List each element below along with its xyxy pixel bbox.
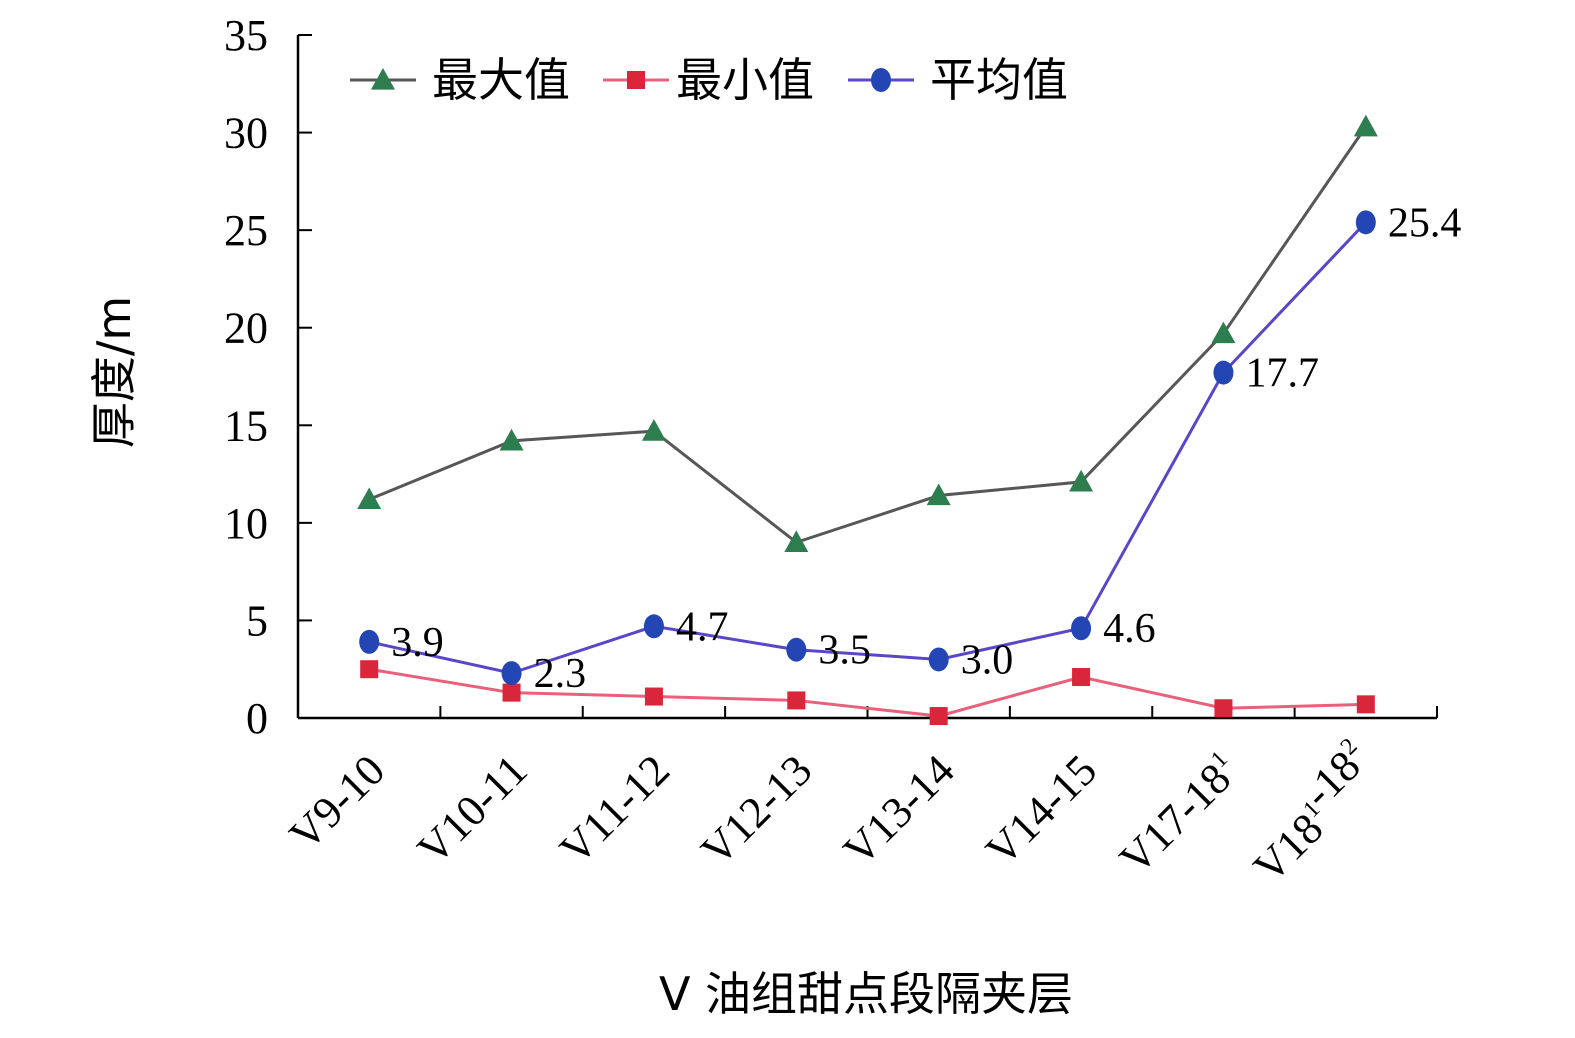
- data-point: [784, 530, 809, 552]
- x-axis-title: V 油组甜点段隔夹层: [659, 967, 1073, 1021]
- legend-swatch-marker: [627, 71, 645, 89]
- data-point: [786, 637, 807, 662]
- y-tick-label: 20: [224, 304, 268, 353]
- data-label: 25.4: [1388, 200, 1462, 246]
- data-label: 4.7: [676, 604, 729, 650]
- legend-item-2: 平均值: [848, 53, 1068, 107]
- legend-item-0: 最大值: [350, 53, 570, 107]
- data-point: [1213, 360, 1234, 385]
- data-point: [501, 661, 522, 686]
- data-point: [1356, 695, 1375, 714]
- y-tick-label: 35: [224, 11, 268, 60]
- legend: 最大值 最小值 平均值: [350, 53, 1068, 107]
- x-tick-label: V12-13: [692, 745, 822, 875]
- data-label: 4.6: [1103, 606, 1156, 652]
- legend-label: 最大值: [432, 53, 570, 107]
- x-tick-label-base: V13-14: [834, 745, 964, 875]
- data-label: 3.0: [961, 637, 1014, 683]
- data-point: [926, 483, 951, 506]
- legend-swatch-marker: [871, 68, 891, 92]
- data-label: 2.3: [534, 651, 587, 697]
- data-point: [1069, 469, 1094, 492]
- legend-label: 最小值: [676, 53, 814, 107]
- data-label: 3.5: [818, 628, 871, 674]
- series-layer: [357, 114, 1378, 726]
- legend-swatch-marker: [371, 68, 395, 90]
- data-point: [787, 691, 806, 710]
- data-point: [644, 687, 663, 706]
- data-point: [360, 660, 379, 679]
- y-tick-label: 30: [224, 109, 268, 158]
- data-point: [357, 487, 382, 510]
- y-tick-label: 25: [224, 206, 268, 255]
- x-tick-label-base: V12-13: [692, 745, 822, 875]
- data-point: [928, 647, 949, 672]
- series-1: [360, 660, 1375, 726]
- data-point: [1072, 668, 1091, 687]
- data-point: [1211, 321, 1236, 344]
- x-tick-label-base: V17-18: [1110, 754, 1240, 884]
- data-label: 17.7: [1245, 351, 1319, 397]
- data-point: [502, 683, 521, 702]
- y-tick-label: 15: [224, 401, 268, 450]
- x-tick-label-base: V10-11: [408, 745, 537, 874]
- y-tick-label: 10: [224, 499, 268, 548]
- data-point: [1355, 210, 1376, 235]
- x-tick-label: V14-15: [976, 745, 1106, 875]
- series-line: [368, 667, 1366, 718]
- legend-item-1: 最小值: [603, 53, 814, 107]
- data-labels: 3.9 2.3 4.7 3.5 3.0 4.6 17.7 25.4: [391, 200, 1461, 697]
- data-label: 3.9: [391, 620, 444, 666]
- x-tick-label: V11-12: [550, 745, 679, 874]
- series-line: [368, 221, 1367, 675]
- data-point: [1214, 699, 1233, 718]
- y-tick-label: 0: [246, 694, 268, 743]
- data-point: [359, 629, 380, 654]
- x-tick-label-base: V14-15: [976, 745, 1106, 875]
- legend-label: 平均值: [930, 53, 1068, 107]
- x-tick-label: V9-10: [280, 745, 394, 859]
- data-point: [641, 419, 666, 441]
- x-tick-label-base: V11-12: [550, 745, 679, 874]
- data-point: [643, 614, 664, 639]
- x-tick-label: V181-182: [1231, 733, 1390, 892]
- data-point: [499, 428, 524, 451]
- data-point: [1353, 114, 1378, 137]
- y-tick-label: 5: [246, 596, 268, 645]
- data-point: [929, 707, 948, 726]
- series-0: [357, 114, 1378, 552]
- x-tick-label: V13-14: [834, 745, 964, 875]
- x-tick-label: V10-11: [408, 745, 537, 874]
- x-tick-label: V17-181: [1110, 745, 1248, 883]
- series-2: [359, 210, 1376, 686]
- axes: 0 5 10 15 20 25 30 35 V9-10 V10-11 V11-12 V12-13 V13…: [224, 11, 1438, 892]
- series-line: [368, 125, 1368, 545]
- y-axis-title: 厚度/m: [87, 296, 141, 448]
- x-tick-label-base: V9-10: [280, 745, 394, 859]
- data-point: [1071, 616, 1092, 641]
